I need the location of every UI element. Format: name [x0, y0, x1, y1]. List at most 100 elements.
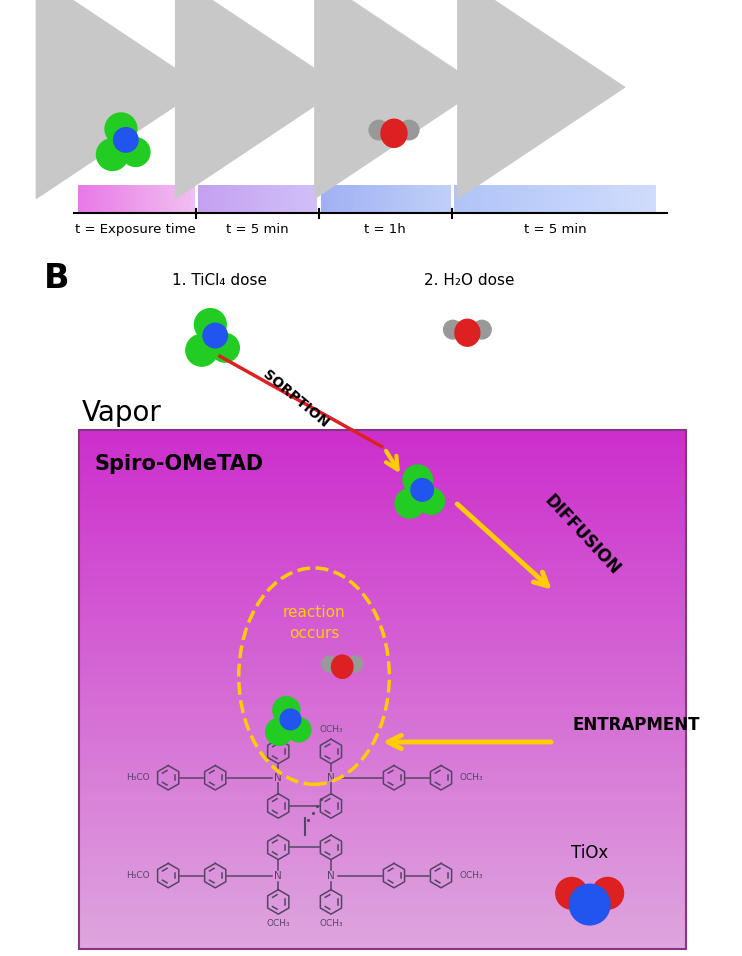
Bar: [79, 637, 686, 641]
Bar: [410, 185, 412, 213]
Bar: [79, 464, 686, 467]
Bar: [79, 803, 686, 807]
Bar: [377, 185, 379, 213]
Text: OCH₃: OCH₃: [319, 919, 343, 928]
Bar: [154, 185, 156, 213]
Bar: [218, 185, 220, 213]
Bar: [439, 185, 442, 213]
Bar: [375, 185, 378, 213]
Bar: [79, 647, 686, 651]
Bar: [79, 539, 686, 544]
Bar: [474, 185, 478, 213]
Bar: [321, 185, 324, 213]
Bar: [429, 185, 431, 213]
Text: 1. TiCl₄ dose: 1. TiCl₄ dose: [172, 273, 267, 289]
Bar: [79, 460, 686, 465]
Bar: [494, 185, 499, 213]
Bar: [119, 185, 121, 213]
Bar: [173, 185, 176, 213]
Bar: [79, 761, 686, 766]
Bar: [79, 851, 686, 856]
Circle shape: [203, 323, 228, 348]
Bar: [79, 684, 686, 689]
Bar: [424, 185, 427, 213]
Bar: [203, 185, 205, 213]
Text: N: N: [275, 871, 282, 880]
Circle shape: [186, 335, 217, 366]
Bar: [505, 185, 508, 213]
Bar: [538, 185, 542, 213]
Bar: [88, 185, 90, 213]
Bar: [79, 876, 686, 880]
Circle shape: [399, 120, 419, 140]
Bar: [224, 185, 226, 213]
Bar: [79, 868, 686, 873]
Bar: [79, 903, 686, 907]
Bar: [303, 185, 306, 213]
Bar: [79, 795, 686, 800]
Bar: [79, 727, 686, 730]
Bar: [169, 185, 171, 213]
Bar: [103, 185, 105, 213]
Bar: [79, 893, 686, 897]
Bar: [381, 185, 384, 213]
Bar: [257, 185, 260, 213]
Bar: [79, 633, 686, 638]
Bar: [79, 443, 686, 447]
Bar: [555, 185, 559, 213]
Bar: [126, 185, 129, 213]
Bar: [79, 810, 686, 814]
Bar: [152, 185, 154, 213]
Bar: [79, 491, 686, 495]
Bar: [232, 185, 234, 213]
Bar: [266, 185, 268, 213]
Bar: [84, 185, 86, 213]
Bar: [366, 185, 369, 213]
Bar: [115, 185, 117, 213]
Bar: [79, 654, 686, 658]
Bar: [79, 554, 686, 557]
Bar: [444, 185, 447, 213]
Bar: [652, 185, 656, 213]
Bar: [528, 185, 532, 213]
Bar: [592, 185, 596, 213]
Bar: [198, 185, 201, 213]
Bar: [360, 185, 362, 213]
Circle shape: [266, 718, 292, 746]
Bar: [79, 778, 686, 783]
Bar: [515, 185, 519, 213]
Bar: [79, 477, 686, 482]
Bar: [79, 584, 686, 589]
Bar: [263, 185, 266, 213]
Bar: [612, 185, 616, 213]
Text: H₃CO: H₃CO: [125, 871, 149, 880]
Bar: [531, 185, 535, 213]
Bar: [79, 436, 686, 440]
Bar: [216, 185, 219, 213]
Bar: [334, 185, 336, 213]
Bar: [79, 598, 686, 602]
Text: N: N: [327, 772, 335, 783]
Bar: [403, 185, 405, 213]
Bar: [79, 567, 686, 572]
Bar: [79, 501, 686, 506]
Bar: [649, 185, 653, 213]
Bar: [163, 185, 166, 213]
Bar: [390, 185, 393, 213]
Bar: [79, 661, 686, 665]
Bar: [398, 185, 401, 213]
Bar: [370, 185, 373, 213]
Bar: [305, 185, 307, 213]
Circle shape: [592, 878, 623, 909]
Bar: [79, 519, 686, 523]
Bar: [242, 185, 244, 213]
Bar: [79, 588, 686, 593]
Bar: [140, 185, 142, 213]
Bar: [79, 481, 686, 485]
Bar: [214, 185, 217, 213]
Bar: [327, 185, 329, 213]
Bar: [144, 185, 146, 213]
Text: t = Exposure time: t = Exposure time: [75, 223, 196, 236]
Bar: [252, 185, 254, 213]
Text: t = 1h: t = 1h: [364, 223, 405, 236]
